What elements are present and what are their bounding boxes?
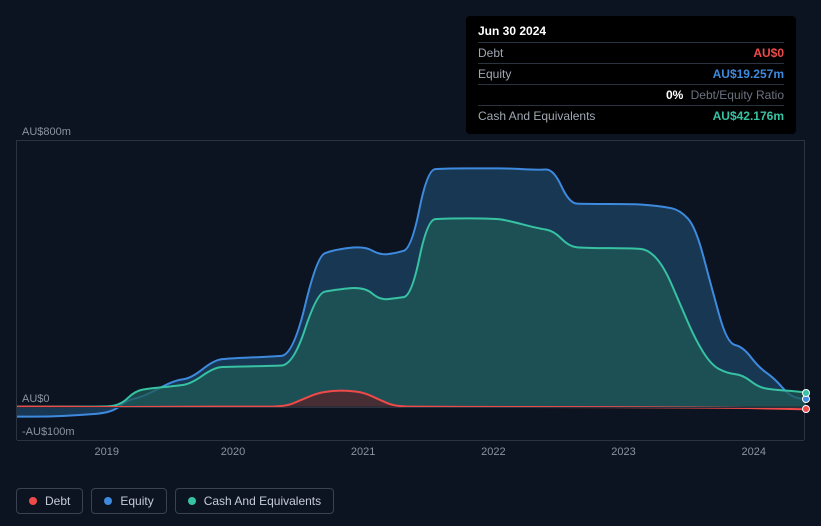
legend-dot-icon bbox=[104, 497, 112, 505]
y-axis-label: AU$800m bbox=[22, 126, 71, 138]
tooltip-label: Equity bbox=[478, 67, 511, 81]
gridline bbox=[17, 140, 804, 141]
legend-dot-icon bbox=[29, 497, 37, 505]
tooltip-value: AU$0 bbox=[753, 46, 784, 60]
x-axis-label: 2024 bbox=[741, 446, 765, 458]
legend-label: Debt bbox=[45, 494, 70, 508]
tooltip-label: Debt bbox=[478, 46, 503, 60]
series-end-marker bbox=[802, 389, 810, 397]
x-axis-label: 2023 bbox=[611, 446, 635, 458]
tooltip-rows: Debt AU$0 Equity AU$19.257m 0% Debt/Equity R… bbox=[478, 42, 784, 126]
tooltip-value: 0% Debt/Equity Ratio bbox=[666, 88, 784, 102]
x-axis-label: 2021 bbox=[351, 446, 375, 458]
chart-plot-area[interactable] bbox=[16, 140, 805, 440]
legend-item-debt[interactable]: Debt bbox=[16, 488, 83, 514]
chart-tooltip: Jun 30 2024 Debt AU$0 Equity AU$19.257m 0% D… bbox=[466, 16, 796, 134]
tooltip-row: 0% Debt/Equity Ratio bbox=[478, 84, 784, 105]
tooltip-sublabel: Debt/Equity Ratio bbox=[687, 88, 784, 102]
tooltip-row: Equity AU$19.257m bbox=[478, 63, 784, 84]
x-axis-label: 2019 bbox=[94, 446, 118, 458]
y-axis-label: -AU$100m bbox=[22, 426, 75, 438]
tooltip-row: Cash And Equivalents AU$42.176m bbox=[478, 105, 784, 126]
y-axis-label: AU$0 bbox=[22, 393, 50, 405]
legend-item-equity[interactable]: Equity bbox=[91, 488, 166, 514]
tooltip-value: AU$19.257m bbox=[713, 67, 784, 81]
chart-svg bbox=[17, 140, 806, 440]
chart-legend: Debt Equity Cash And Equivalents bbox=[16, 488, 334, 514]
tooltip-label: Cash And Equivalents bbox=[478, 109, 595, 123]
gridline bbox=[17, 440, 804, 441]
series-end-marker bbox=[802, 405, 810, 413]
x-axis-label: 2022 bbox=[481, 446, 505, 458]
tooltip-date: Jun 30 2024 bbox=[478, 24, 784, 42]
x-axis-label: 2020 bbox=[221, 446, 245, 458]
gridline bbox=[17, 407, 804, 408]
tooltip-value: AU$42.176m bbox=[713, 109, 784, 123]
legend-label: Equity bbox=[120, 494, 153, 508]
tooltip-row: Debt AU$0 bbox=[478, 42, 784, 63]
legend-label: Cash And Equivalents bbox=[204, 494, 321, 508]
legend-dot-icon bbox=[188, 497, 196, 505]
chart-container: AU$800mAU$0-AU$100m201920202021202220232… bbox=[16, 120, 805, 450]
legend-item-cash-and-equivalents[interactable]: Cash And Equivalents bbox=[175, 488, 334, 514]
